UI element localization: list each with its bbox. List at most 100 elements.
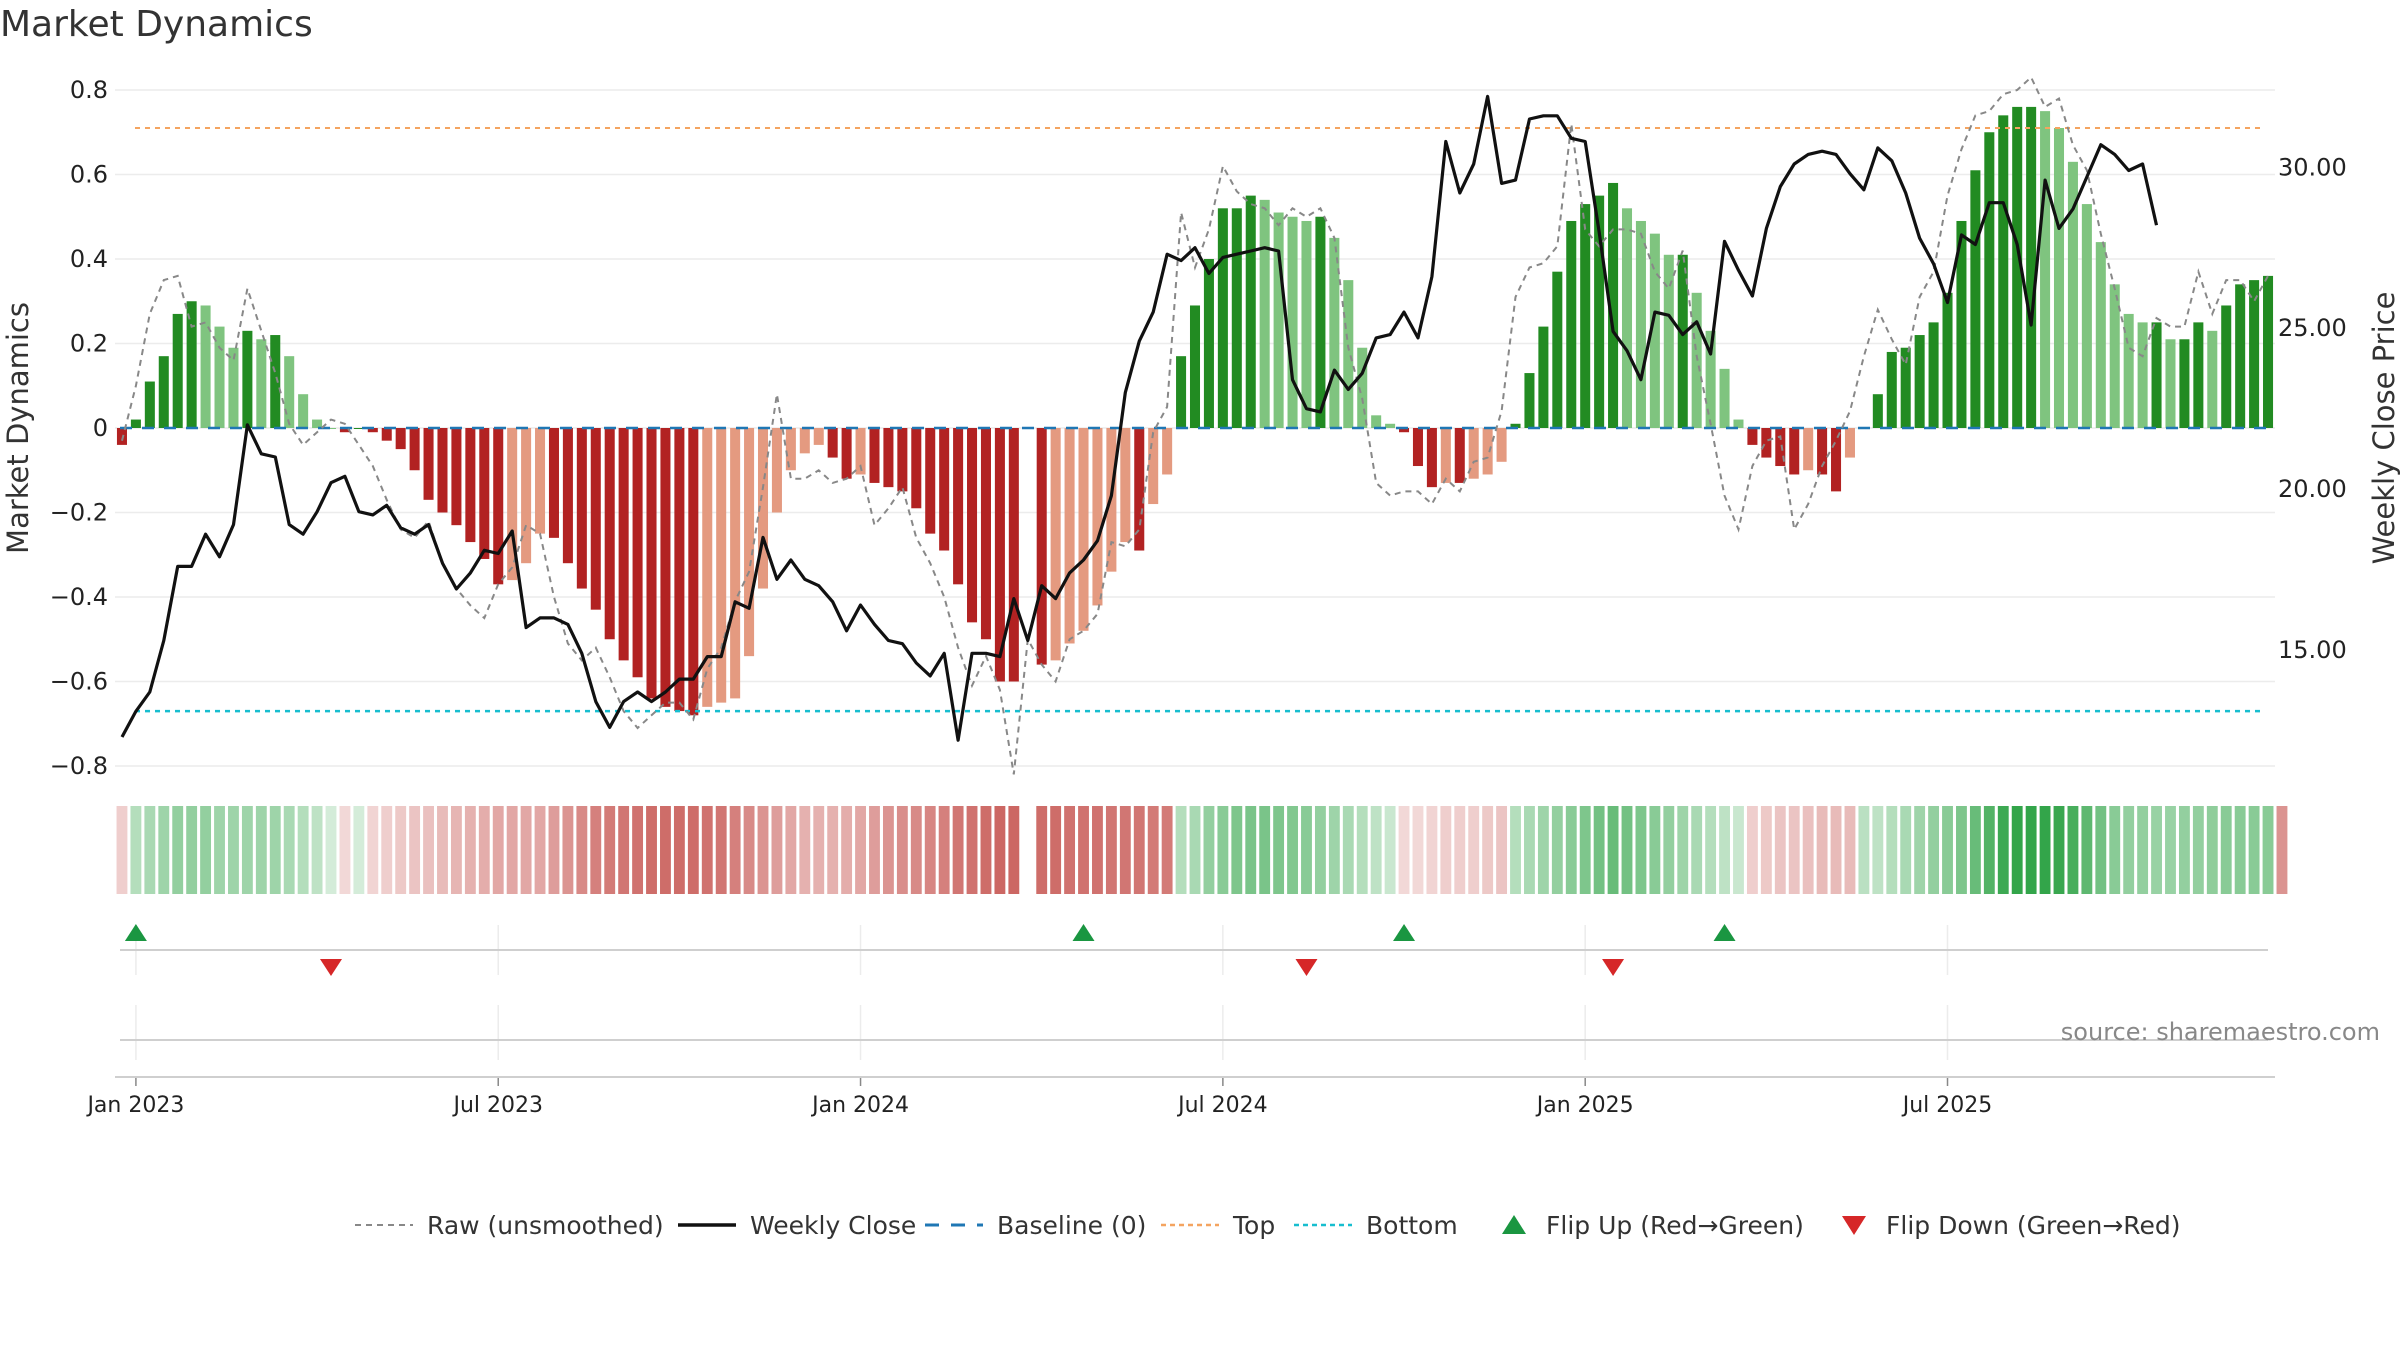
legend-item: Bottom [1294,1211,1458,1240]
heat-strip-cell [1942,806,1953,894]
flip-up-marker [1713,924,1736,941]
dynamics-bar [1538,326,1549,428]
heat-strip-cell [1119,806,1131,894]
dynamics-bar [214,326,225,428]
heat-strip-cell [1510,806,1521,894]
dynamics-bar [1301,220,1312,428]
dynamics-bar [1385,423,1396,428]
heat-strip-cell [395,806,407,894]
y-tick-label: −0.6 [50,668,108,696]
dynamics-bar [590,428,601,610]
grid-lines [115,89,2275,1078]
heat-strip-cell [353,806,365,894]
heat-strip-cell [2053,806,2065,894]
dynamics-bar [1120,428,1131,543]
heat-strip-cell [1050,806,1062,894]
heat-strip-cell [1426,806,1438,894]
heat-strip-cell [757,806,769,894]
heat-strip-cell [283,806,295,894]
y-axis-title: Market Dynamics [1,302,35,554]
dynamics-bar [1552,271,1563,428]
dynamics-bar [325,428,337,429]
dynamics-bar [1844,428,1855,458]
heat-strip-cell [241,806,253,894]
y-tick-label: −0.2 [50,499,108,527]
x-tick-label: Jan 2024 [810,1093,909,1118]
dynamics-bar [1914,335,1925,428]
dynamics-bar [1928,322,1939,428]
dynamics-bar [144,381,155,428]
y2-tick-label: 15.00 [2278,636,2347,664]
dynamics-bar [646,428,657,699]
heat-strip-cell [1705,806,1717,894]
heat-strip-cell [2248,806,2260,894]
heat-strip-cell [311,806,323,894]
dynamics-bar [1580,204,1591,428]
page-title: Market Dynamics [0,4,313,45]
dynamics-bar [702,428,713,707]
heat-strip-cell [1607,806,1619,894]
dynamics-bar [1761,428,1772,458]
heat-strip-cell [2151,806,2162,894]
heat-strip-cell [1635,806,1647,894]
dynamics-bar [1775,428,1786,467]
heat-strip-cell [450,806,462,894]
heat-strip-cell [799,806,811,894]
dynamics-bar [2095,242,2106,428]
raw-series-line [121,75,2269,775]
dynamics-bar [1412,428,1423,467]
dynamics-bar [562,428,573,564]
dynamics-bar [1162,428,1173,475]
heat-strip-cell [673,806,685,894]
dynamics-bar [604,428,615,640]
heat-strip-cell [896,806,908,894]
heat-strip-cell [882,806,894,894]
heat-strip-cell [1537,806,1549,894]
heat-strip-cell [687,806,699,894]
y-tick-label: 0 [93,414,108,442]
heat-strip-cell [1997,806,2009,894]
heat-strip-cell [1175,806,1187,894]
dynamics-bar [1900,347,1911,428]
heat-strip-cell [2039,806,2051,894]
dynamics-bar [1426,428,1437,488]
dynamics-bar [2040,111,2051,428]
heat-strip-cell [2137,806,2149,894]
legend-label: Raw (unsmoothed) [427,1211,664,1240]
dynamics-bar [883,428,894,488]
dynamics-bar [1984,132,1995,428]
heat-strip-cell [200,806,212,894]
legend-item: Raw (unsmoothed) [355,1211,664,1240]
dynamics-bar [172,313,183,428]
legend-item: Baseline (0) [925,1211,1146,1240]
heat-strip-cell [1342,806,1354,894]
heat-strip-cell [2206,806,2218,894]
dynamics-bar [618,428,629,661]
dynamics-bar [2067,161,2078,428]
dynamics-bar [827,428,838,458]
heat-strip-cell [1872,806,1884,894]
dynamics-bar [1872,394,1883,428]
dynamics-bar [1273,212,1284,428]
dynamics-bar [535,428,546,534]
heat-strip-cell [1774,806,1786,894]
y-tick-label: 0.6 [70,161,108,189]
dynamics-bar [2263,275,2274,428]
heat-strip-cell [938,806,950,894]
source-credit: source: sharemaestro.com [2061,1018,2380,1046]
dynamics-bar [1663,254,1674,428]
dynamics-bar [813,428,824,445]
dynamics-bar [353,428,364,429]
heat-strip-cell [255,806,267,894]
dynamics-bar [1496,428,1507,462]
dynamics-bar [242,330,253,428]
heat-strip-cell [1287,806,1298,894]
heat-strip-cell [1259,806,1271,894]
dynamics-bar [1329,237,1340,428]
dynamics-bar [1886,351,1897,428]
dynamics-bar [298,394,309,428]
dynamics-bar [1092,428,1103,606]
dynamics-bar [897,428,908,492]
legend-label: Baseline (0) [997,1211,1146,1240]
heat-strip-cell [464,806,476,894]
